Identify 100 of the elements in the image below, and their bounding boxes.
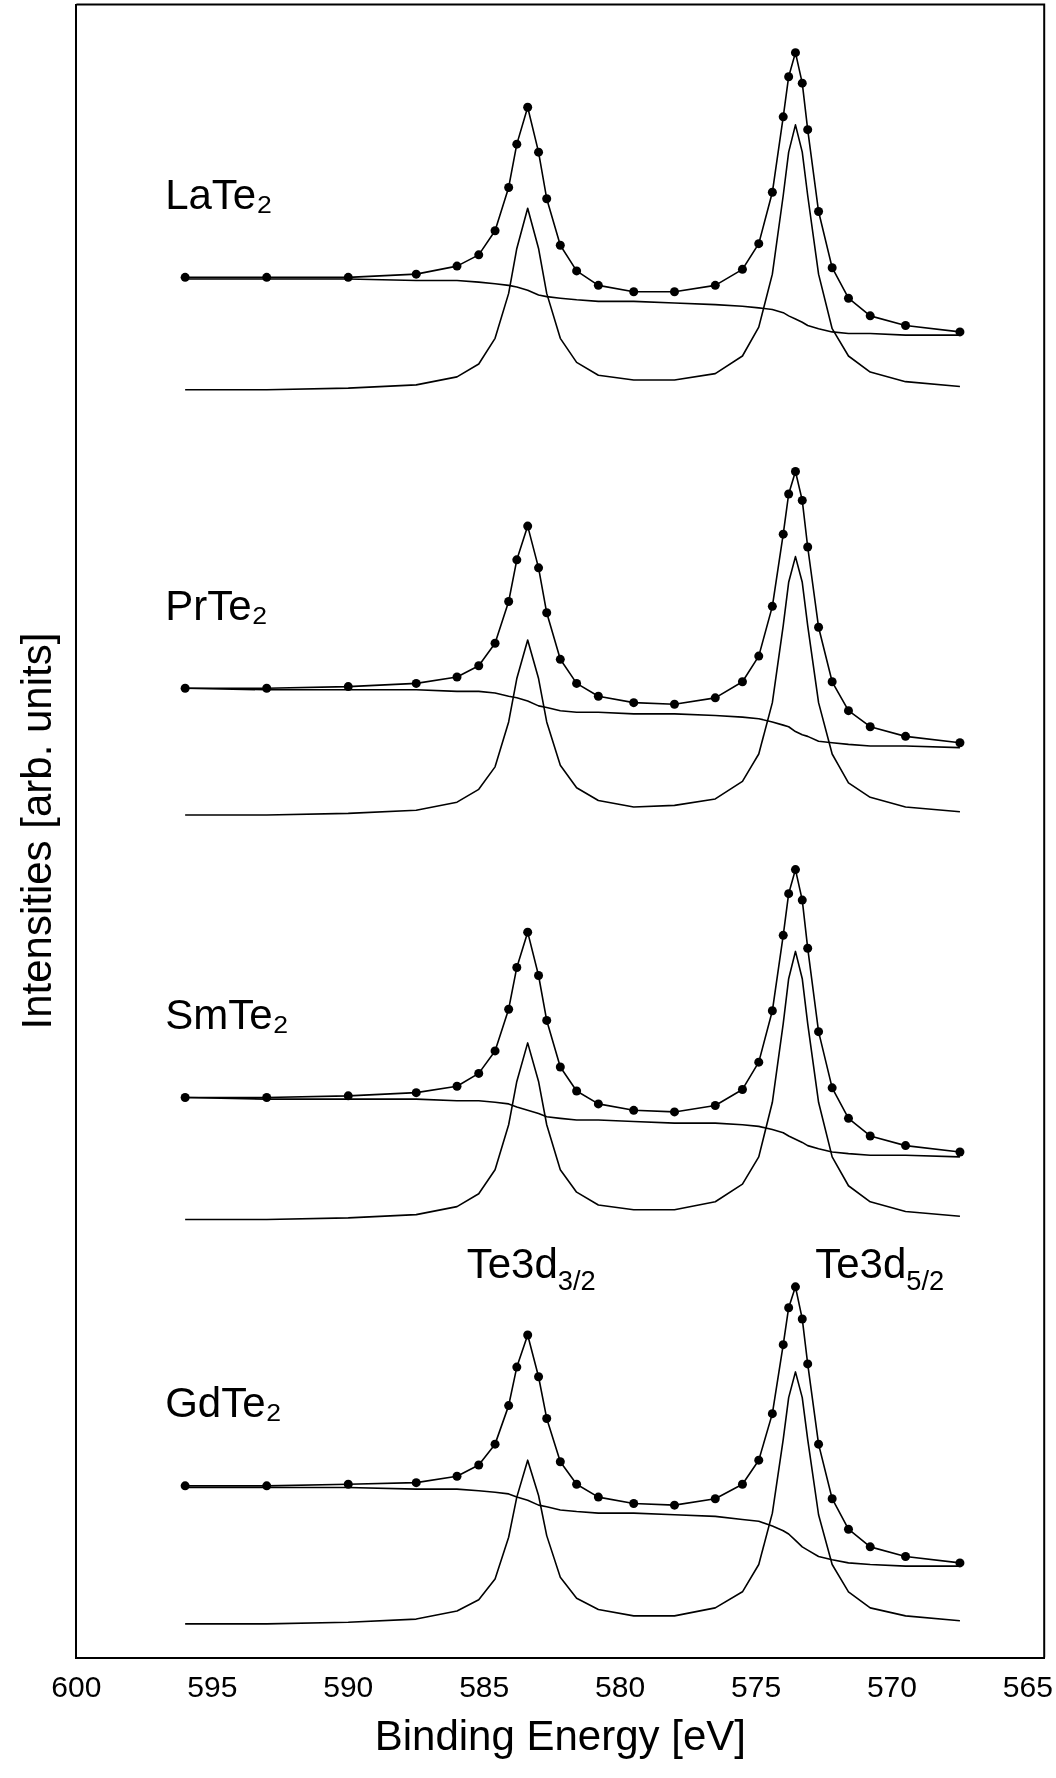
point — [534, 147, 544, 157]
x-tick-label: 600 — [51, 1669, 102, 1703]
point — [803, 125, 813, 135]
point — [790, 467, 800, 477]
point — [865, 722, 875, 732]
point — [669, 1500, 679, 1510]
point — [814, 1439, 824, 1449]
point — [504, 182, 514, 192]
point — [797, 78, 807, 88]
point — [555, 1062, 565, 1072]
point — [784, 889, 794, 899]
point — [452, 1081, 462, 1091]
point — [523, 927, 533, 937]
point — [490, 1046, 500, 1056]
point — [343, 272, 353, 282]
point — [669, 1107, 679, 1117]
point — [767, 601, 777, 611]
point — [710, 280, 720, 290]
point — [827, 263, 837, 273]
x-tick-label: 570 — [866, 1669, 917, 1703]
point — [572, 678, 582, 688]
x-tick-label: 585 — [459, 1669, 510, 1703]
series-label: LaTe₂ — [165, 170, 273, 218]
y-axis-title: Intensities [arb. units] — [12, 632, 60, 1030]
point — [180, 1481, 190, 1491]
point — [784, 72, 794, 82]
point — [262, 272, 272, 282]
point — [901, 1551, 911, 1561]
point — [534, 563, 544, 573]
point — [504, 597, 514, 607]
series-label: SmTe₂ — [165, 991, 289, 1039]
point — [474, 661, 484, 671]
point — [803, 1359, 813, 1369]
point — [504, 1004, 514, 1014]
point — [669, 287, 679, 297]
point — [737, 1084, 747, 1094]
point — [490, 226, 500, 236]
point — [797, 495, 807, 505]
point — [865, 1131, 875, 1141]
point — [827, 1494, 837, 1504]
x-tick-label: 565 — [1002, 1669, 1053, 1703]
point — [180, 683, 190, 693]
point — [180, 1092, 190, 1102]
point — [797, 895, 807, 905]
point — [452, 261, 462, 271]
point — [955, 327, 965, 337]
x-tick-label: 580 — [595, 1669, 646, 1703]
point — [865, 1542, 875, 1552]
point — [512, 555, 522, 565]
point — [843, 293, 853, 303]
point — [593, 1099, 603, 1109]
point — [490, 638, 500, 648]
point — [827, 677, 837, 687]
point — [555, 240, 565, 250]
point — [629, 1499, 639, 1509]
point — [534, 971, 544, 980]
point — [710, 693, 720, 703]
point — [778, 930, 788, 940]
point — [593, 280, 603, 290]
series-label: GdTe₂ — [165, 1379, 282, 1427]
point — [754, 651, 764, 661]
point — [754, 1455, 764, 1465]
point — [778, 112, 788, 122]
point — [629, 287, 639, 297]
point — [180, 272, 190, 282]
point — [555, 1457, 565, 1467]
point — [411, 678, 421, 688]
point — [523, 521, 533, 531]
point — [572, 1479, 582, 1489]
point — [767, 187, 777, 197]
point — [865, 311, 875, 321]
point — [803, 542, 813, 552]
point — [955, 1147, 965, 1157]
point — [504, 1401, 514, 1411]
point — [262, 1092, 272, 1102]
point — [512, 1362, 522, 1372]
point — [790, 48, 800, 58]
point — [411, 269, 421, 279]
point — [737, 1479, 747, 1489]
point — [784, 489, 794, 499]
point — [790, 1282, 800, 1292]
point — [843, 1113, 853, 1123]
point — [784, 1303, 794, 1313]
x-tick-label: 595 — [187, 1669, 238, 1703]
point — [754, 1057, 764, 1067]
point — [754, 239, 764, 249]
point — [803, 943, 813, 953]
point — [262, 683, 272, 693]
point — [629, 1105, 639, 1115]
point — [572, 1086, 582, 1096]
point — [797, 1314, 807, 1324]
point — [778, 529, 788, 539]
point — [737, 677, 747, 687]
point — [542, 1015, 552, 1025]
point — [411, 1478, 421, 1488]
point — [474, 250, 484, 260]
point — [669, 699, 679, 709]
point — [474, 1068, 484, 1078]
point — [523, 1330, 533, 1340]
point — [767, 1409, 777, 1419]
